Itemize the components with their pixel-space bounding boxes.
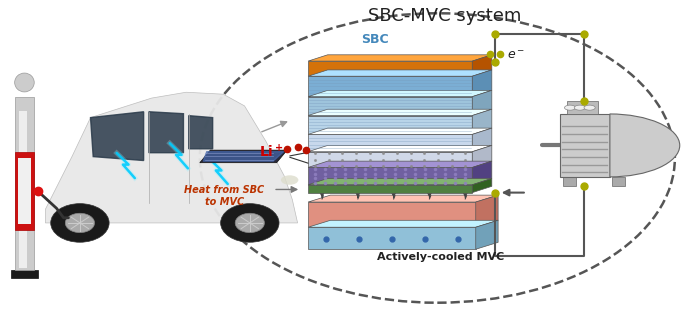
Polygon shape [476,195,498,227]
Polygon shape [308,179,492,185]
Polygon shape [199,150,287,163]
Bar [308,152,472,167]
Circle shape [574,105,585,110]
Polygon shape [149,112,183,153]
Polygon shape [308,70,492,76]
Polygon shape [189,116,213,149]
Polygon shape [476,220,498,249]
Circle shape [584,105,595,110]
Bar [19,111,27,268]
Text: SBC: SBC [360,33,388,46]
Bar [563,177,575,186]
Bar [308,167,472,185]
Polygon shape [308,220,498,227]
Polygon shape [308,55,492,61]
Polygon shape [473,145,492,167]
Bar [308,227,476,249]
Text: Heat from SBC
to MVC: Heat from SBC to MVC [184,185,265,207]
Polygon shape [308,145,492,152]
Polygon shape [308,109,492,116]
Ellipse shape [220,204,279,242]
Text: SBC-MVC system: SBC-MVC system [368,7,521,25]
Bar [559,114,610,177]
Polygon shape [308,128,492,134]
Ellipse shape [65,213,94,233]
Bar [308,116,472,134]
Polygon shape [473,128,492,152]
Bar [566,101,598,114]
Polygon shape [473,55,492,76]
Ellipse shape [50,204,109,242]
Polygon shape [308,195,498,202]
Bar [308,134,472,152]
Bar [308,97,472,116]
Polygon shape [473,70,492,97]
Bar [308,76,472,97]
Polygon shape [203,152,284,161]
Bar [612,177,624,186]
Wedge shape [610,114,680,177]
Polygon shape [308,90,492,97]
Polygon shape [46,92,298,223]
Polygon shape [473,179,492,193]
Bar [308,202,476,227]
Polygon shape [473,90,492,116]
Circle shape [564,105,575,110]
Bar [18,158,31,224]
Ellipse shape [15,73,34,92]
Ellipse shape [281,175,298,185]
Bar [15,97,34,270]
Bar [15,152,34,230]
Ellipse shape [235,213,265,233]
Text: Actively-cooled MVC: Actively-cooled MVC [377,252,505,262]
Polygon shape [473,161,492,185]
Polygon shape [90,112,144,161]
Polygon shape [308,161,492,167]
Text: $e^-$: $e^-$ [508,49,526,62]
Polygon shape [473,109,492,134]
Bar [308,185,472,193]
Bar [11,270,38,277]
Bar [308,61,472,76]
Text: $\mathbf{Li^+}$: $\mathbf{Li^+}$ [259,143,284,160]
